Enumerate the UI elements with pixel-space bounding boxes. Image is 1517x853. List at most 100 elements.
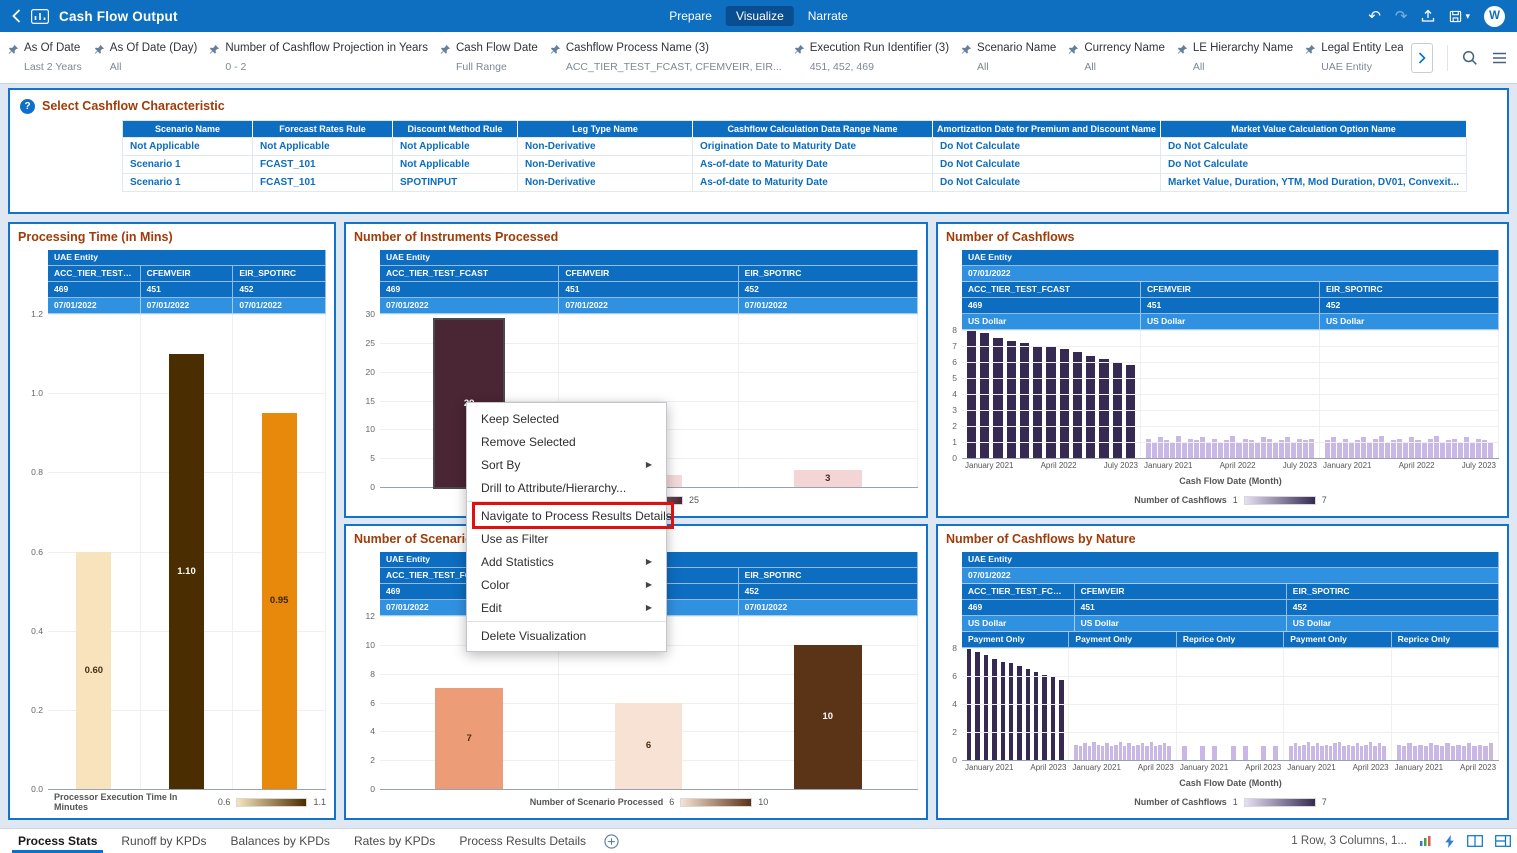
- column-header[interactable]: Cashflow Calculation Data Range Name: [692, 120, 933, 138]
- bar[interactable]: [1302, 440, 1308, 458]
- bar[interactable]: [1469, 442, 1475, 458]
- bar[interactable]: [1078, 746, 1083, 760]
- bar[interactable]: [983, 655, 989, 760]
- bar[interactable]: [1242, 746, 1248, 760]
- filter-as-of-date[interactable]: As Of Date Last 2 Years: [8, 42, 82, 73]
- menu-item-navigate-to-process-results-details[interactable]: Navigate to Process Results Details: [467, 502, 674, 529]
- bar[interactable]: [1158, 744, 1162, 760]
- tab-process-results-details[interactable]: Process Results Details: [459, 834, 587, 848]
- bar[interactable]: [1337, 442, 1343, 458]
- bar[interactable]: [1164, 440, 1170, 458]
- export-icon[interactable]: [1421, 9, 1435, 23]
- bar[interactable]: [1083, 743, 1087, 760]
- add-canvas-button[interactable]: [604, 833, 619, 849]
- bar[interactable]: [1403, 442, 1409, 458]
- bar[interactable]: [1123, 746, 1127, 760]
- bar[interactable]: 6: [614, 702, 683, 789]
- bar[interactable]: [1439, 442, 1445, 458]
- bar[interactable]: 3: [793, 469, 862, 487]
- bar[interactable]: [1131, 746, 1136, 760]
- bar[interactable]: [1099, 358, 1109, 458]
- bar[interactable]: [1433, 435, 1439, 458]
- bar[interactable]: [1212, 746, 1218, 760]
- bar[interactable]: [1456, 744, 1461, 760]
- bar[interactable]: [1412, 746, 1418, 760]
- bar[interactable]: [1100, 746, 1105, 760]
- bar[interactable]: [993, 338, 1003, 458]
- bar[interactable]: [1260, 437, 1266, 458]
- bar[interactable]: [1368, 741, 1373, 760]
- bar[interactable]: [1000, 662, 1005, 760]
- bar[interactable]: [1302, 744, 1306, 760]
- bar[interactable]: [1289, 746, 1293, 760]
- help-icon[interactable]: ?: [20, 98, 35, 114]
- bar[interactable]: [1481, 440, 1487, 458]
- chart-plot[interactable]: 12 10 8 6 4 2 0 7 6 10: [366, 611, 918, 794]
- bar[interactable]: 7: [435, 688, 504, 789]
- bar[interactable]: [1176, 435, 1182, 458]
- bar[interactable]: [1364, 744, 1368, 760]
- bar[interactable]: 0.95: [261, 412, 297, 789]
- bar[interactable]: [1096, 744, 1100, 760]
- bar[interactable]: [1315, 743, 1320, 760]
- bar[interactable]: [1329, 746, 1333, 760]
- bar[interactable]: [1457, 442, 1463, 458]
- menu-item-delete-visualization[interactable]: Delete Visualization: [467, 624, 666, 647]
- bar[interactable]: [1008, 663, 1014, 760]
- bar[interactable]: [1200, 746, 1206, 760]
- bar[interactable]: [1337, 741, 1342, 760]
- bar[interactable]: [1396, 744, 1402, 760]
- bar[interactable]: [1162, 743, 1167, 760]
- table-row[interactable]: Scenario 1 FCAST_101 Not Applicable Non-Der…: [122, 155, 1468, 174]
- bar[interactable]: [1170, 442, 1176, 458]
- bar[interactable]: [1017, 666, 1022, 760]
- insights-icon[interactable]: [1419, 835, 1433, 847]
- filter-execution-run-identifier-3[interactable]: Execution Run Identifier (3) 451, 452, 46…: [794, 42, 949, 73]
- bar[interactable]: [1434, 744, 1439, 760]
- column-header[interactable]: Forecast Rates Rule: [252, 120, 393, 138]
- bar[interactable]: [1200, 437, 1206, 458]
- bar[interactable]: 1.10: [169, 353, 204, 789]
- bar[interactable]: [1379, 435, 1385, 458]
- filter-scroll-right-button[interactable]: [1411, 42, 1433, 73]
- bar[interactable]: [1325, 440, 1331, 458]
- tab-process-stats[interactable]: Process Stats: [6, 829, 109, 853]
- bar[interactable]: [1278, 440, 1284, 458]
- chart-plot[interactable]: 8 6 4 2 0: [952, 643, 1500, 765]
- bar[interactable]: [1149, 741, 1153, 760]
- bar[interactable]: [1382, 746, 1386, 760]
- column-header[interactable]: Discount Method Rule: [392, 120, 518, 138]
- avatar[interactable]: W: [1484, 5, 1505, 27]
- menu-item-color[interactable]: Color ▶: [467, 573, 666, 596]
- bar[interactable]: [1439, 746, 1445, 760]
- bar[interactable]: [1427, 438, 1433, 458]
- filter-scenario-name[interactable]: Scenario Name All: [961, 42, 1056, 73]
- layout-grid-icon[interactable]: [1495, 835, 1511, 847]
- column-header[interactable]: Market Value Calculation Option Name: [1160, 120, 1468, 138]
- bar[interactable]: [1351, 746, 1355, 760]
- bar[interactable]: [1074, 744, 1078, 760]
- menu-item-use-as-filter[interactable]: Use as Filter: [467, 527, 666, 550]
- bar[interactable]: [1415, 440, 1421, 458]
- chart-plot[interactable]: 1.2 1.0 0.8 0.6 0.4 0.2 0.0 0.60 1.10 0.95: [31, 309, 327, 794]
- bar[interactable]: [1355, 440, 1361, 458]
- bar[interactable]: [1072, 352, 1083, 458]
- mode-narrate[interactable]: Narrate: [807, 9, 848, 23]
- bar[interactable]: [1461, 746, 1466, 760]
- bar[interactable]: [1034, 671, 1039, 760]
- back-button[interactable]: [12, 9, 21, 23]
- bar[interactable]: [1377, 743, 1382, 760]
- bar[interactable]: [1272, 442, 1278, 458]
- bar[interactable]: [992, 659, 997, 760]
- menu-item-drill-to-attribute-hierarchy[interactable]: Drill to Attribute/Hierarchy...: [467, 476, 666, 499]
- bar[interactable]: [1087, 746, 1092, 760]
- menu-item-edit[interactable]: Edit ▶: [467, 596, 666, 619]
- bar[interactable]: [1146, 438, 1152, 458]
- bar[interactable]: [1059, 349, 1069, 458]
- bar[interactable]: [1361, 437, 1367, 458]
- bar[interactable]: [1127, 743, 1131, 760]
- tab-rates-by-kpds[interactable]: Rates by KPDs: [353, 834, 436, 848]
- bar[interactable]: [1293, 743, 1298, 760]
- bar[interactable]: [1266, 438, 1272, 458]
- filter-le-hierarchy-name[interactable]: LE Hierarchy Name All: [1177, 42, 1293, 73]
